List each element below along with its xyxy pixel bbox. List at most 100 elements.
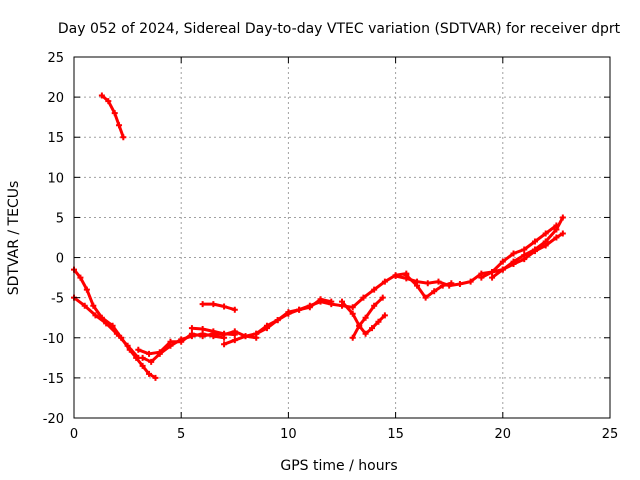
data-point-trace-n (542, 242, 549, 249)
data-point-trace-f (199, 325, 206, 332)
y-tick-label: 15 (47, 131, 64, 146)
data-point-trace-k (379, 294, 386, 301)
data-point-trace-m (414, 282, 421, 289)
data-point-trace-m (448, 280, 455, 287)
data-point-trace-e (188, 333, 195, 340)
data-point-trace-l (424, 280, 431, 287)
series-line-trace-c (100, 94, 125, 139)
data-point-trace-o (531, 238, 538, 245)
data-point-trace-l (559, 214, 566, 221)
data-point-trace-e (156, 350, 163, 357)
plot-area-frame (73, 56, 611, 419)
y-tick-label: 25 (47, 51, 64, 66)
data-point-trace-i (296, 306, 303, 313)
data-point-trace-c (105, 98, 112, 105)
data-point-trace-d (381, 278, 388, 285)
data-point-trace-i (328, 298, 335, 305)
x-tick-label: 20 (495, 427, 512, 442)
series-line-trace-b (72, 296, 140, 360)
y-tick-label: -20 (43, 412, 64, 427)
data-point-trace-k (356, 322, 363, 329)
data-point-trace-i (285, 310, 292, 317)
data-point-trace-b (124, 342, 131, 349)
data-point-trace-i (317, 296, 324, 303)
data-point-trace-e (178, 336, 185, 343)
data-point-trace-c (111, 110, 118, 117)
data-point-trace-d (135, 346, 142, 353)
data-point-trace-h (231, 337, 238, 344)
chart-title: Day 052 of 2024, Sidereal Day-to-day VTE… (58, 21, 621, 37)
data-point-trace-l (392, 273, 399, 280)
x-tick-label: 15 (387, 427, 404, 442)
data-point-trace-g (210, 301, 217, 308)
data-point-trace-g (199, 301, 206, 308)
data-point-trace-f (188, 325, 195, 332)
y-tick-label: 5 (56, 211, 64, 226)
data-point-trace-f (210, 328, 217, 335)
data-point-trace-j (375, 318, 382, 325)
data-point-trace-d (349, 304, 356, 311)
data-point-trace-d (146, 350, 153, 357)
y-tick-label: -5 (51, 292, 64, 307)
data-point-trace-i (253, 330, 260, 337)
y-tick-label: 0 (56, 252, 64, 267)
data-series (71, 92, 566, 381)
y-tick-label: -15 (43, 372, 64, 387)
data-point-trace-j (369, 325, 376, 332)
data-point-trace-j (349, 310, 356, 317)
data-point-trace-l (435, 278, 442, 285)
data-point-trace-o (542, 230, 549, 237)
data-point-trace-d (371, 286, 378, 293)
data-point-trace-b (103, 320, 110, 327)
data-point-trace-j (381, 312, 388, 319)
grid-lines (74, 57, 610, 418)
x-tick-label: 10 (280, 427, 297, 442)
data-point-trace-m (403, 272, 410, 279)
data-point-trace-j (362, 330, 369, 337)
data-point-trace-m (422, 294, 429, 301)
data-point-trace-o (478, 274, 485, 281)
data-point-trace-n (531, 248, 538, 255)
data-point-trace-c (120, 134, 127, 141)
x-tick-label: 25 (602, 427, 619, 442)
series-line-trace-g (201, 302, 237, 312)
series-line-trace-o (479, 224, 558, 280)
series-line-trace-h (222, 334, 258, 346)
data-point-trace-e (139, 354, 146, 361)
data-point-trace-k (362, 314, 369, 321)
series-line-trace-a (72, 268, 157, 380)
data-point-trace-e (167, 342, 174, 349)
data-point-trace-n (521, 256, 528, 263)
data-point-trace-a (152, 374, 159, 381)
data-point-trace-j (339, 298, 345, 305)
data-point-trace-b (92, 312, 99, 319)
data-point-trace-o (553, 222, 560, 229)
data-point-trace-n (499, 266, 506, 273)
data-point-trace-g (221, 303, 228, 310)
x-axis-label: GPS time / hours (280, 458, 397, 474)
data-point-trace-o (510, 250, 517, 257)
data-point-trace-o (489, 268, 496, 275)
data-point-trace-d (360, 294, 367, 301)
y-axis-label: SDTVAR / TECUs (6, 181, 22, 296)
data-point-trace-i (263, 325, 270, 332)
data-point-trace-n (510, 260, 517, 267)
data-point-trace-i (274, 317, 281, 324)
y-tick-label: 10 (47, 171, 64, 186)
data-point-trace-g (231, 306, 238, 313)
data-point-trace-h (242, 333, 249, 340)
data-point-trace-o (499, 258, 506, 265)
x-tick-label: 5 (177, 427, 185, 442)
data-point-trace-i (306, 304, 313, 311)
data-point-trace-n (489, 274, 496, 281)
data-point-trace-b (113, 330, 120, 337)
axis-ticks: 0 5 10 15 20 25 -20 -15 -10 -5 0 5 10 15 20 25 (43, 51, 619, 442)
data-point-trace-e (148, 358, 155, 365)
data-point-trace-k (349, 334, 356, 341)
data-point-trace-f (231, 331, 238, 338)
data-point-trace-m (439, 282, 446, 289)
data-point-trace-a (146, 370, 153, 377)
data-point-trace-h (221, 341, 228, 348)
data-point-trace-a (139, 362, 146, 369)
